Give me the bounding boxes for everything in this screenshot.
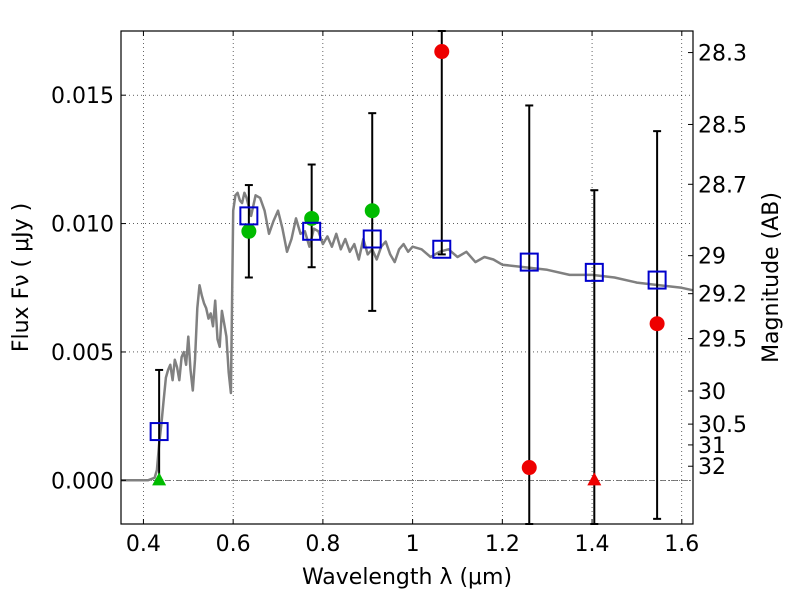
model-point: [362, 229, 382, 249]
y-tick-label: 0.015: [51, 84, 114, 109]
x-tick-label: 0.6: [216, 532, 251, 557]
x-tick-label: 1: [406, 532, 420, 557]
y-tick-label: 0.010: [51, 213, 114, 238]
y-tick-label: 0.000: [51, 469, 114, 494]
observed-point: [364, 203, 380, 219]
upper-limit-marker: [587, 472, 602, 486]
y2-tick-label: 28.3: [698, 42, 747, 67]
x-tick-label: 1.2: [485, 532, 520, 557]
y2-tick-label: 29: [698, 245, 726, 270]
x-tick-label: 0.8: [305, 532, 340, 557]
x-tick-label: 0.4: [126, 532, 161, 557]
y2-tick-label: 31: [698, 434, 726, 459]
model-point: [239, 206, 259, 226]
upper-limit-marker: [152, 472, 167, 486]
observed-point: [434, 44, 450, 60]
model-point: [302, 221, 322, 241]
observed-point: [241, 223, 257, 239]
plot-frame: [120, 30, 694, 525]
y-axis-ticks: 0.000 0.005 0.010 0.015: [51, 84, 126, 494]
y2-tick-label: 30.5: [698, 413, 747, 438]
x-tick-label: 1.6: [664, 532, 699, 557]
model-spectrum-line: [121, 191, 694, 482]
x-axis-label: Wavelength λ (μm): [302, 565, 512, 590]
y2-tick-label: 28.7: [698, 173, 747, 198]
error-bar: [437, 30, 446, 256]
y2-axis-label: Magnitude (AB): [759, 192, 784, 363]
model-point: [519, 252, 539, 272]
observed-point: [521, 460, 537, 476]
y2-tick-label: 32: [698, 455, 726, 480]
y2-tick-label: 30: [698, 380, 726, 405]
y2-tick-label: 29.5: [698, 328, 747, 353]
y-axis-label: Flux Fν ( μJy ): [9, 203, 34, 352]
y2-tick-label: 29.2: [698, 283, 747, 308]
x-tick-label: 1.4: [575, 532, 610, 557]
model-point: [584, 262, 604, 282]
x-axis-ticks: 0.4 0.6 0.8 1 1.2 1.4 1.6: [126, 31, 699, 557]
y2-tick-label: 28.5: [698, 113, 747, 138]
model-points: [149, 206, 667, 442]
observed-point: [649, 316, 665, 332]
model-point: [432, 239, 452, 259]
y-tick-label: 0.005: [51, 341, 114, 366]
model-point: [647, 270, 667, 290]
model-point: [149, 422, 169, 442]
